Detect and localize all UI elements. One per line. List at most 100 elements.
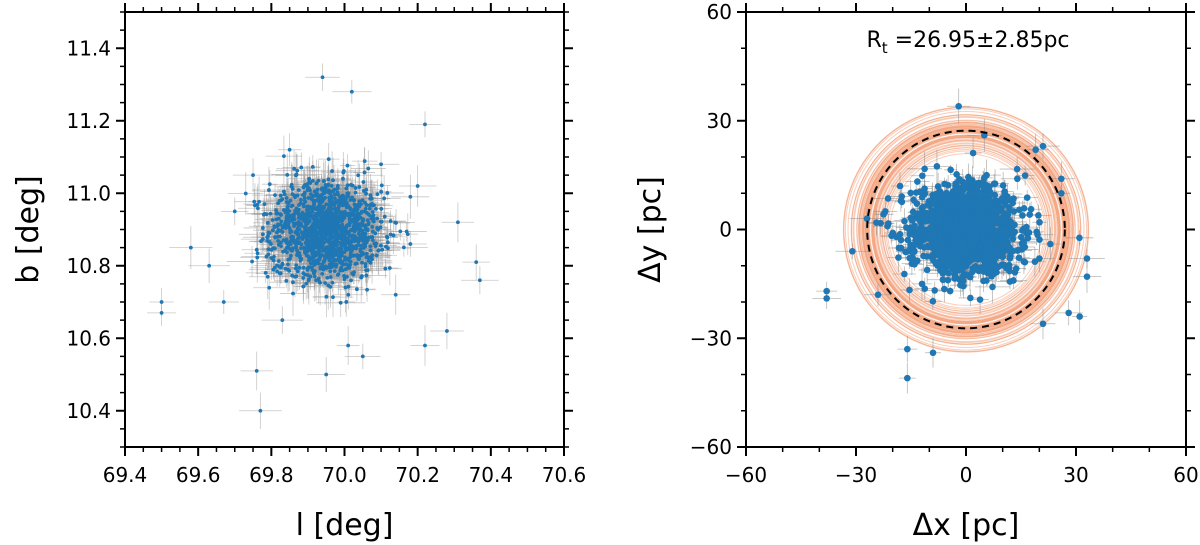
data-point [338,234,343,239]
data-point [341,216,346,221]
data-point [331,295,335,300]
data-point [456,220,460,225]
data-point [360,260,364,265]
data-point [304,233,309,237]
data-point [273,193,277,198]
data-point [294,263,299,268]
data-point [324,225,329,230]
data-point [159,310,164,315]
bootstrap-ring [847,111,1085,348]
data-point [301,276,306,280]
data-point [316,178,321,183]
bootstrap-ring [873,136,1059,323]
data-point [368,193,373,198]
data-point [330,280,335,285]
data-point [383,266,388,271]
data-point [296,235,301,240]
data-point [288,230,293,235]
y-tick-label: 10.4 [66,399,111,423]
data-point [329,265,334,270]
data-point [347,242,352,247]
data-point [296,232,301,237]
data-point [365,218,370,223]
bootstrap-ring [850,114,1082,345]
data-point [342,240,347,245]
data-point [336,192,340,197]
data-point [359,209,364,214]
data-point [302,247,307,252]
bootstrap-ring [876,140,1056,319]
data-point [306,277,311,282]
data-point [251,173,255,178]
data-point [408,194,413,199]
data-point [280,197,285,202]
bootstrap-ring [878,142,1054,317]
data-point [355,207,360,212]
data-point [255,255,260,260]
data-point [349,228,354,233]
data-point [379,162,383,167]
data-point [384,244,388,249]
data-point [326,177,331,182]
data-point [307,255,312,260]
data-point [292,193,297,198]
data-point [445,329,449,333]
data-point [310,209,315,214]
data-point [323,281,328,285]
data-point [307,218,312,222]
data-point [294,274,299,279]
data-point [326,157,331,162]
data-point [350,195,354,200]
data-point [258,408,263,413]
data-point [353,262,358,266]
bootstrap-ring [864,127,1068,332]
data-point [286,262,290,267]
data-point [323,187,327,192]
data-point [282,189,286,194]
data-point [323,195,327,200]
data-point [328,284,333,289]
data-point [382,196,387,201]
data-point [325,275,330,280]
data-point [355,287,359,292]
data-point [364,187,369,192]
data-point [288,253,293,258]
data-point [375,216,380,221]
data-point [345,183,350,188]
data-point [257,199,261,204]
data-point [287,247,292,251]
data-point [301,265,306,270]
data-point [328,275,333,279]
data-point [328,269,333,274]
bootstrap-ring [883,147,1049,312]
data-point [322,233,327,237]
data-point [278,222,283,227]
data-point [346,343,351,348]
data-point [254,247,259,252]
data-point [301,213,306,218]
data-point [271,267,276,272]
data-point [334,262,339,267]
data-point [379,183,384,188]
data-point [315,230,320,234]
data-point [299,246,303,251]
data-point [325,218,330,223]
data-point [316,242,321,247]
data-point [366,166,371,171]
data-point [302,219,307,224]
data-point [243,191,248,196]
data-point [262,202,267,207]
data-point [344,186,349,191]
data-point [299,230,304,235]
data-point [277,264,282,269]
data-point [283,210,288,215]
left-x-axis-label: l [deg] [296,508,394,543]
data-point [363,235,368,240]
data-point [344,300,349,304]
data-point [362,170,367,175]
data-point [343,244,348,249]
data-point [360,198,365,203]
data-point [382,214,387,219]
data-point [337,214,342,218]
data-point [349,89,354,94]
